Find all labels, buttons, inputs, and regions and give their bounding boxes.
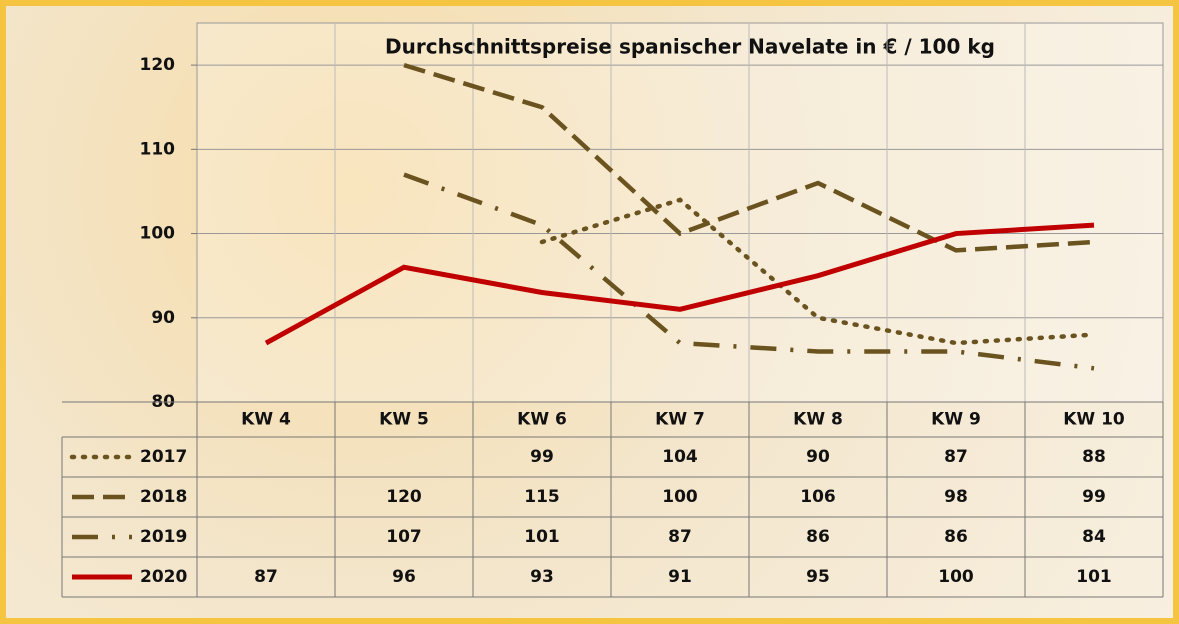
x-tick-label: KW 7 (655, 410, 705, 430)
x-tick-label: KW 5 (379, 410, 429, 430)
table-value: 100 (938, 567, 974, 587)
table-value: 104 (662, 447, 698, 467)
table-value: 87 (254, 567, 278, 587)
table-value: 88 (1082, 447, 1106, 467)
x-tick-label: KW 8 (793, 410, 843, 430)
table-value: 86 (806, 527, 830, 547)
table-value: 96 (392, 567, 416, 587)
legend-label: 2020 (140, 567, 187, 587)
table-value: 106 (800, 487, 836, 507)
table-value: 95 (806, 567, 830, 587)
chart-title: Durchschnittspreise spanischer Navelate … (385, 35, 995, 59)
table-value: 99 (530, 447, 554, 467)
table-value: 115 (524, 487, 560, 507)
y-tick-label: 90 (151, 308, 175, 328)
legend-label: 2019 (140, 527, 187, 547)
series-line (264, 222, 1095, 346)
table-value: 91 (668, 567, 692, 587)
plot-area (196, 22, 1164, 403)
series-line (403, 172, 1095, 371)
table-value: 87 (944, 447, 968, 467)
x-tick-label: KW 6 (517, 410, 567, 430)
y-tick-label: 110 (140, 139, 176, 159)
x-tick-label: KW 9 (931, 410, 981, 430)
table-value: 93 (530, 567, 554, 587)
y-tick-label: 100 (140, 224, 176, 244)
table-value: 107 (386, 527, 422, 547)
table-value: 99 (1082, 487, 1106, 507)
legend-label: 2017 (140, 447, 187, 467)
table-value: 100 (662, 487, 698, 507)
table-value: 98 (944, 487, 968, 507)
table-value: 84 (1082, 527, 1106, 547)
table-value: 120 (386, 487, 422, 507)
legend-label: 2018 (140, 487, 187, 507)
series-line (403, 62, 1095, 253)
table-value: 86 (944, 527, 968, 547)
x-tick-label: KW 10 (1063, 410, 1125, 430)
table-value: 101 (524, 527, 560, 547)
table-value: 87 (668, 527, 692, 547)
table-value: 101 (1076, 567, 1112, 587)
table-value: 90 (806, 447, 830, 467)
x-tick-label: KW 4 (241, 410, 291, 430)
y-tick-label: 120 (140, 55, 176, 75)
